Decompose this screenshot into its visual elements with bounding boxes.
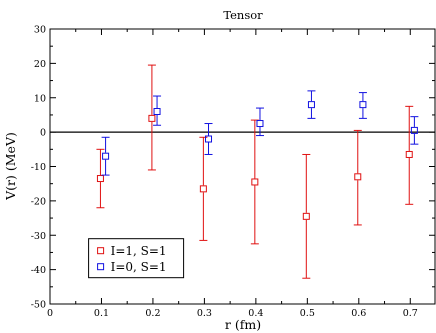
data-point [354,173,362,181]
series-1 [96,64,414,279]
y-tick-label: 20 [34,59,46,70]
data-point [96,175,104,183]
data-point [199,185,207,193]
x-tick-label: 0.7 [403,308,418,319]
legend-box [88,238,185,279]
x-tick-label: 0.2 [145,308,160,319]
series-2 [101,90,419,176]
data-point [307,101,315,109]
data-point [302,212,310,220]
y-tick-label: -20 [31,196,46,207]
y-tick-label: 0 [40,128,46,139]
x-axis-label: r (fm) [225,317,261,332]
legend-label: I=1, S=1 [111,244,167,258]
x-tick-label: 0.1 [94,308,109,319]
data-point [153,108,161,115]
data-point [102,152,110,160]
y-axis-label: V(r) (MeV) [3,132,18,201]
data-point [410,126,418,134]
y-tick-label: 30 [34,25,46,36]
y-tick-label: -40 [31,265,46,276]
x-tick-label: 0.4 [248,308,263,319]
data-point [148,114,156,122]
legend-marker [97,247,105,255]
legend-label: I=0, S=1 [111,260,167,274]
y-tick-label: -30 [31,231,46,242]
legend-marker [97,263,105,271]
x-tick-label: 0.3 [197,308,212,319]
data-point [405,150,413,158]
y-tick-label: -10 [31,162,46,173]
y-tick-label: -50 [31,300,46,311]
plot-area: 0 0.1 0.2 0.3 0.4 0.5 0.6 0.7 -50 -40 -30 -20 -10 0 10… [31,25,436,319]
data-point [256,120,264,128]
data-point [205,135,213,143]
x-tick-label: 0 [47,308,53,319]
data-point [359,101,367,109]
chart-title: Tensor [223,8,263,22]
x-tick-label: 0.5 [300,308,315,319]
x-tick-label: 0.6 [351,308,366,319]
data-point [251,178,259,186]
y-tick-label: 10 [34,93,46,104]
